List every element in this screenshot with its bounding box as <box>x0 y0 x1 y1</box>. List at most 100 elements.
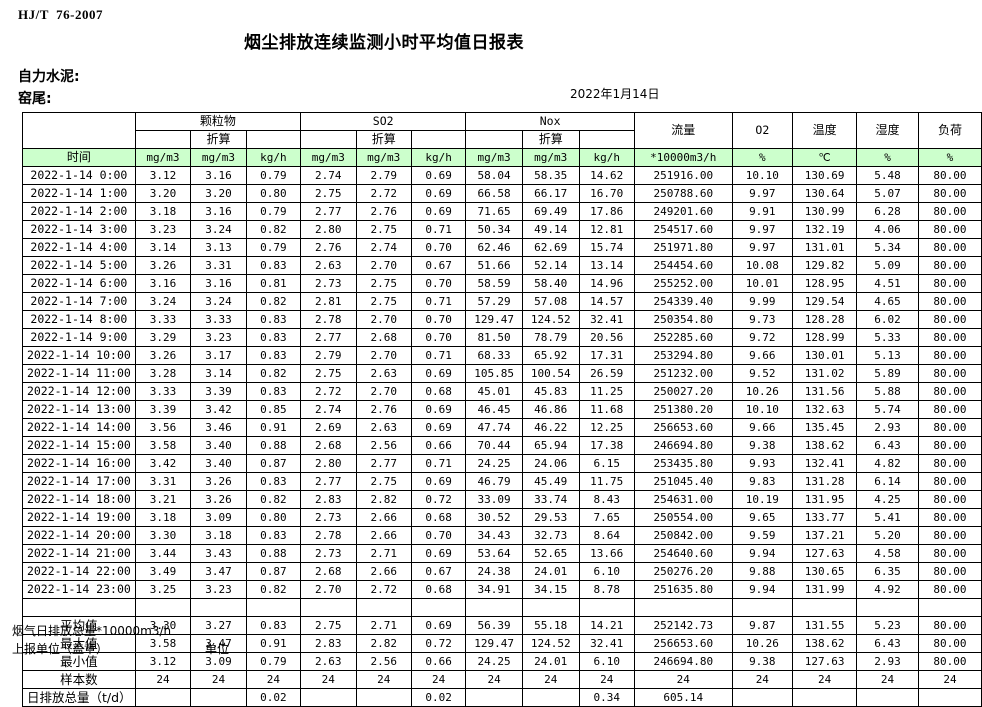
cell-value: 251380.20 <box>633 400 733 419</box>
cell-value: 34.15 <box>521 580 580 599</box>
cell-value: 14.57 <box>578 292 635 311</box>
standard-code: HJ/T 76-2007 <box>18 7 103 22</box>
spacer-cell <box>245 598 302 617</box>
cell-value: 3.40 <box>190 436 247 455</box>
cell-value: 52.65 <box>521 544 580 563</box>
cell-time: 2022-1-14 21:00 <box>22 544 136 563</box>
table-row: 2022-1-14 21:00 3.44 3.43 0.88 2.73 2.71 0.69 5… <box>22 544 982 563</box>
cell-value: 34.43 <box>465 526 523 545</box>
table-row: 2022-1-14 15:00 3.58 3.40 0.88 2.68 2.56 0.66 7… <box>22 436 982 455</box>
cell-value: 2.70 <box>355 346 412 365</box>
cell-value: 10.26 <box>731 382 794 401</box>
cell-value: 3.26 <box>134 346 192 365</box>
cell-value: 3.18 <box>190 526 247 545</box>
cell-value: 0.83 <box>245 256 302 275</box>
cell-value: 45.83 <box>521 382 580 401</box>
cell-value: 0.72 <box>410 490 467 509</box>
cell-value: 68.33 <box>465 346 523 365</box>
cell-value: 130.64 <box>792 184 858 203</box>
cell-value: 6.14 <box>856 472 919 491</box>
cell-value: 254631.00 <box>633 490 733 509</box>
cell-value: 127.63 <box>792 544 858 563</box>
summary-cell: 24 <box>190 670 247 689</box>
cell-time: 2022-1-14 6:00 <box>22 274 136 293</box>
cell-value: 2.74 <box>300 400 357 419</box>
table-row: 2022-1-14 8:00 3.33 3.33 0.83 2.78 2.70 0.70 12… <box>22 310 982 329</box>
cell-value: 0.67 <box>410 256 467 275</box>
cell-value: 5.34 <box>856 238 919 257</box>
cell-value: 5.07 <box>856 184 919 203</box>
cell-value: 9.94 <box>731 544 794 563</box>
cell-value: 0.71 <box>410 292 467 311</box>
cell-value: 9.99 <box>731 292 794 311</box>
cell-value: 2.74 <box>355 238 412 257</box>
cell-value: 251916.00 <box>633 166 733 185</box>
cell-value: 128.99 <box>792 328 858 347</box>
summary-cell: 24 <box>300 670 357 689</box>
cell-value: 255252.00 <box>633 274 733 293</box>
cell-value: 2.77 <box>300 472 357 491</box>
table-row: 2022-1-14 23:00 3.25 3.23 0.82 2.70 2.72 0.68 3… <box>22 580 982 599</box>
cell-time: 2022-1-14 15:00 <box>22 436 136 455</box>
header-unit-nox-raw: mg/m3 <box>465 148 523 167</box>
cell-value: 0.79 <box>245 202 302 221</box>
spacer-cell <box>410 598 467 617</box>
cell-value: 128.28 <box>792 310 858 329</box>
cell-value: 70.44 <box>465 436 523 455</box>
cell-value: 132.41 <box>792 454 858 473</box>
report-page: HJ/T 76-2007 烟尘排放连续监测小时平均值日报表 自力水泥: 窑尾: … <box>12 7 982 707</box>
cell-value: 58.35 <box>521 166 580 185</box>
header-unit-flow: *10000m3/h <box>633 148 733 167</box>
summary-cell: 2.83 <box>300 634 357 653</box>
cell-value: 0.83 <box>245 526 302 545</box>
cell-value: 10.10 <box>731 166 794 185</box>
cell-value: 250788.60 <box>633 184 733 203</box>
cell-value: 3.23 <box>190 328 247 347</box>
cell-value: 52.14 <box>521 256 580 275</box>
spacer-cell <box>521 598 580 617</box>
summary-cell: 24.25 <box>465 652 523 671</box>
cell-value: 80.00 <box>917 256 982 275</box>
cell-value: 0.83 <box>245 328 302 347</box>
cell-value: 3.18 <box>134 202 192 221</box>
spacer-cell <box>22 598 136 617</box>
cell-value: 6.10 <box>578 562 635 581</box>
cell-value: 0.88 <box>245 544 302 563</box>
table-body: 2022-1-14 0:00 3.12 3.16 0.79 2.74 2.79 0.69 58… <box>22 166 982 599</box>
cell-value: 46.86 <box>521 400 580 419</box>
cell-value: 6.02 <box>856 310 919 329</box>
cell-value: 250554.00 <box>633 508 733 527</box>
summary-cell: 10.26 <box>731 634 794 653</box>
cell-value: 253294.80 <box>633 346 733 365</box>
cell-value: 9.59 <box>731 526 794 545</box>
header-group-flow: 流量 <box>633 112 733 149</box>
spacer-cell <box>633 598 733 617</box>
cell-value: 80.00 <box>917 274 982 293</box>
cell-value: 5.74 <box>856 400 919 419</box>
cell-value: 69.49 <box>521 202 580 221</box>
summary-cell: 24 <box>578 670 635 689</box>
table-row: 2022-1-14 19:00 3.18 3.09 0.80 2.73 2.66 0.68 3… <box>22 508 982 527</box>
cell-value: 250276.20 <box>633 562 733 581</box>
table-row: 2022-1-14 17:00 3.31 3.26 0.83 2.77 2.75 0.69 4… <box>22 472 982 491</box>
summary-cell: 2.93 <box>856 652 919 671</box>
cell-value: 2.75 <box>355 220 412 239</box>
report-table-container: 颗粒物 SO2 Nox 流量 O2 温度 湿度 负荷 折算 折算 <box>22 112 982 707</box>
cell-value: 17.31 <box>578 346 635 365</box>
cell-value: 13.66 <box>578 544 635 563</box>
cell-value: 2.78 <box>300 526 357 545</box>
cell-value: 9.94 <box>731 580 794 599</box>
cell-value: 5.20 <box>856 526 919 545</box>
cell-value: 0.69 <box>410 472 467 491</box>
cell-value: 0.82 <box>245 292 302 311</box>
cell-value: 9.52 <box>731 364 794 383</box>
cell-value: 3.56 <box>134 418 192 437</box>
cell-value: 29.53 <box>521 508 580 527</box>
table-row: 2022-1-14 20:00 3.30 3.18 0.83 2.78 2.66 0.70 3… <box>22 526 982 545</box>
summary-cell: 0.69 <box>410 616 467 635</box>
summary-cell: 127.63 <box>792 652 858 671</box>
cell-value: 3.28 <box>134 364 192 383</box>
cell-value: 3.12 <box>134 166 192 185</box>
cell-value: 3.44 <box>134 544 192 563</box>
summary-cell <box>792 688 858 707</box>
